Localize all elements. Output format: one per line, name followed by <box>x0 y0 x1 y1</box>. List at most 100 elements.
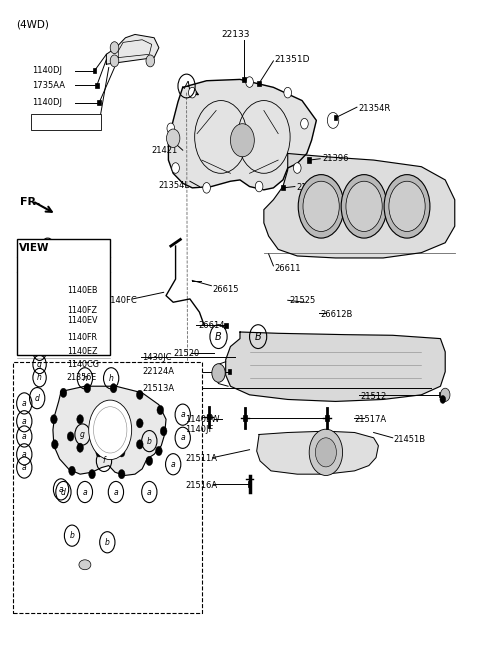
Text: a: a <box>22 399 26 408</box>
Text: 21520: 21520 <box>173 349 199 358</box>
Circle shape <box>89 469 96 479</box>
Text: 1140EZ: 1140EZ <box>67 347 97 356</box>
Circle shape <box>189 88 196 98</box>
Text: a: a <box>37 286 42 295</box>
Circle shape <box>51 440 58 449</box>
Circle shape <box>136 418 143 428</box>
Polygon shape <box>168 80 316 190</box>
Circle shape <box>96 414 103 424</box>
Bar <box>243 415 247 420</box>
Text: 21516A: 21516A <box>185 481 217 490</box>
FancyBboxPatch shape <box>31 114 101 130</box>
Text: a: a <box>22 432 26 441</box>
Text: 1140DJ: 1140DJ <box>33 66 62 75</box>
Text: 1140DJ: 1140DJ <box>33 98 62 107</box>
Text: VIEW: VIEW <box>19 243 49 253</box>
Text: a: a <box>171 459 176 469</box>
Text: 1140FR: 1140FR <box>67 333 97 343</box>
Circle shape <box>96 448 103 457</box>
Polygon shape <box>257 431 378 474</box>
Bar <box>257 81 261 86</box>
Bar <box>281 185 285 191</box>
Bar <box>228 369 231 374</box>
Text: a: a <box>59 485 63 494</box>
Text: d: d <box>35 394 40 402</box>
Text: 1140FZ
1140EV: 1140FZ 1140EV <box>67 305 97 325</box>
Text: 21513A: 21513A <box>142 384 174 392</box>
Text: 21517A: 21517A <box>355 415 387 424</box>
Text: 21511A: 21511A <box>185 454 217 463</box>
Polygon shape <box>264 153 455 258</box>
Text: A: A <box>45 244 50 252</box>
Text: f: f <box>38 347 41 356</box>
Text: B: B <box>215 331 222 342</box>
Text: b: b <box>70 531 74 540</box>
Circle shape <box>203 183 210 193</box>
Text: f: f <box>103 456 105 465</box>
Bar <box>248 481 252 487</box>
Circle shape <box>136 390 143 400</box>
Circle shape <box>67 432 74 441</box>
Circle shape <box>77 443 84 452</box>
Text: 21354L: 21354L <box>159 181 190 190</box>
Text: 21421: 21421 <box>152 145 178 155</box>
Text: 26614: 26614 <box>198 321 225 330</box>
Circle shape <box>84 384 91 393</box>
Text: 1140CG: 1140CG <box>67 360 99 369</box>
Bar <box>439 392 443 398</box>
Circle shape <box>440 396 446 404</box>
Text: 22133: 22133 <box>221 30 250 39</box>
Text: 21356E: 21356E <box>67 373 97 382</box>
Text: 1735AA: 1735AA <box>33 81 65 90</box>
Circle shape <box>167 123 175 133</box>
Text: b: b <box>147 437 152 446</box>
Text: 21396: 21396 <box>296 183 323 193</box>
Text: FR.: FR. <box>21 197 41 207</box>
Circle shape <box>246 77 253 88</box>
Text: 26612B: 26612B <box>320 310 352 319</box>
Circle shape <box>172 163 180 173</box>
Text: PNC: PNC <box>72 262 90 270</box>
Bar <box>207 414 211 419</box>
Text: 1140EB: 1140EB <box>67 286 97 295</box>
Text: d: d <box>37 333 42 343</box>
Text: 26615: 26615 <box>213 284 240 293</box>
Circle shape <box>110 42 119 54</box>
Circle shape <box>284 88 291 98</box>
Circle shape <box>118 448 125 457</box>
Text: 21525: 21525 <box>289 295 315 305</box>
Bar <box>334 115 337 120</box>
Text: 22124A: 22124A <box>142 367 174 376</box>
Circle shape <box>341 175 387 238</box>
Bar <box>13 362 202 613</box>
Bar <box>307 157 311 163</box>
Circle shape <box>309 429 343 475</box>
Circle shape <box>293 163 301 173</box>
Text: a: a <box>22 463 26 472</box>
Circle shape <box>77 414 84 424</box>
Circle shape <box>117 414 124 424</box>
Text: h: h <box>108 374 114 382</box>
Text: a: a <box>114 487 118 497</box>
Text: 1140EW: 1140EW <box>185 415 220 424</box>
Circle shape <box>110 55 119 67</box>
Text: B: B <box>255 331 262 342</box>
Circle shape <box>69 466 75 475</box>
Text: REF.25-251A: REF.25-251A <box>42 118 90 127</box>
Circle shape <box>212 364 225 382</box>
Text: SYMBOL: SYMBOL <box>23 262 60 270</box>
Circle shape <box>346 181 382 232</box>
Circle shape <box>303 181 339 232</box>
Text: h: h <box>37 373 42 382</box>
Circle shape <box>157 406 164 414</box>
Circle shape <box>167 129 180 147</box>
Text: a: a <box>83 487 87 497</box>
Circle shape <box>315 438 336 467</box>
Text: a: a <box>180 434 185 442</box>
Circle shape <box>384 175 430 238</box>
Text: 21451B: 21451B <box>394 435 426 444</box>
Circle shape <box>146 456 153 465</box>
Text: 21351D: 21351D <box>275 55 310 64</box>
Circle shape <box>118 469 125 479</box>
Circle shape <box>110 384 117 393</box>
